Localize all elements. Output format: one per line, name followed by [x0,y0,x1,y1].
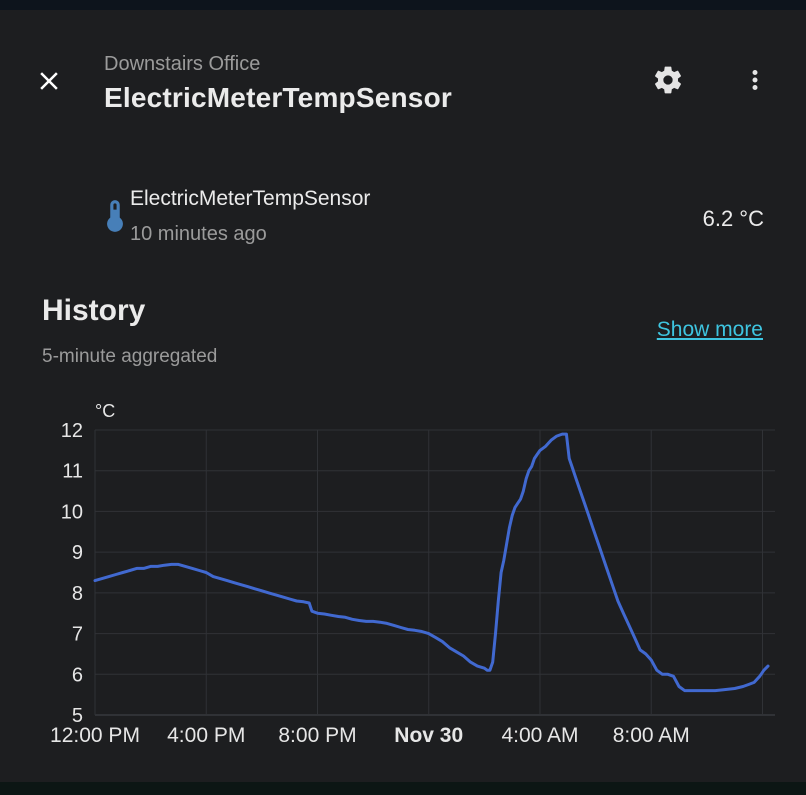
x-tick-label: 8:00 PM [278,724,356,747]
x-tick-label: Nov 30 [394,724,463,747]
gear-icon [655,66,681,94]
thermometer-icon [96,197,134,235]
history-title: History [42,294,146,327]
overflow-menu-button[interactable] [740,65,770,95]
dialog-subtitle: Downstairs Office [104,53,261,75]
show-more-link[interactable]: Show more [656,318,763,341]
x-tick-label: 12:00 PM [50,724,140,747]
settings-button[interactable] [652,64,684,96]
entity-state: 6.2 °C [702,206,764,231]
backdrop-bottom [0,782,806,795]
temperature-line [93,432,770,693]
y-tick-label: 12 [61,420,83,442]
y-tick-label: 6 [72,664,83,686]
x-tick-label: 8:00 AM [613,724,690,747]
entity-last-changed: 10 minutes ago [130,223,267,245]
y-tick-label: 5 [72,705,83,727]
dots-vertical-icon [752,70,758,90]
close-button[interactable] [34,66,64,96]
dialog-titles: Downstairs Office ElectricMeterTempSenso… [104,52,452,114]
y-tick-label: 7 [72,624,83,646]
dialog-title: ElectricMeterTempSensor [104,82,452,113]
entity-name: ElectricMeterTempSensor [130,187,371,210]
history-chart: 5 6 7 8 9 10 11 12 12:00 PM 4:00 PM 8:00 PM Nov 30 4… [0,393,806,765]
y-tick-label: 10 [61,501,83,523]
y-tick-label: 8 [72,583,83,605]
x-tick-label: 4:00 AM [501,724,578,747]
close-icon [40,72,58,90]
history-subtitle: 5-minute aggregated [42,346,218,367]
y-tick-label: 9 [72,542,83,564]
y-axis-unit-label: °C [95,401,115,421]
y-tick-label: 11 [62,461,83,483]
backdrop-top [0,0,806,10]
x-tick-label: 4:00 PM [167,724,245,747]
history-chart-svg: 5 6 7 8 9 10 11 12 12:00 PM 4:00 PM 8:00 PM Nov 30 4… [50,401,775,747]
